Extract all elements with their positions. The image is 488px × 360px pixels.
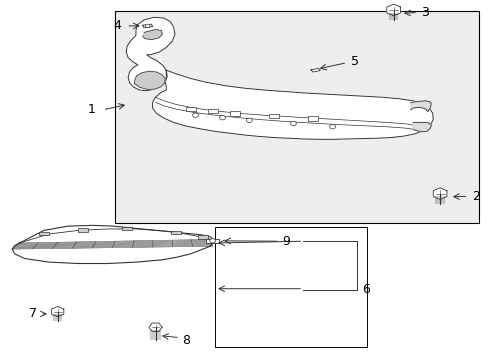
Text: 6: 6 — [361, 283, 369, 296]
Bar — [307, 116, 317, 121]
Circle shape — [209, 239, 215, 243]
Bar — [39, 232, 49, 235]
Bar — [215, 227, 366, 347]
Polygon shape — [412, 122, 430, 132]
Circle shape — [246, 118, 252, 122]
Polygon shape — [134, 71, 165, 89]
Polygon shape — [386, 4, 400, 16]
Bar — [207, 109, 217, 113]
Bar — [198, 235, 207, 239]
Polygon shape — [52, 306, 63, 317]
Circle shape — [192, 113, 198, 117]
Polygon shape — [126, 17, 432, 139]
Text: 2: 2 — [471, 190, 479, 203]
Circle shape — [145, 24, 150, 28]
Polygon shape — [142, 30, 162, 40]
Bar — [115, 11, 478, 223]
Circle shape — [329, 125, 335, 129]
Polygon shape — [142, 24, 152, 28]
Text: 4: 4 — [113, 19, 121, 32]
Circle shape — [290, 121, 296, 126]
Polygon shape — [148, 323, 162, 332]
Circle shape — [219, 116, 225, 120]
Bar — [229, 111, 239, 116]
Bar — [122, 227, 132, 230]
Bar — [185, 107, 195, 111]
Bar — [171, 231, 181, 234]
Text: 9: 9 — [282, 235, 290, 248]
Text: 8: 8 — [182, 334, 189, 347]
Polygon shape — [12, 225, 212, 264]
Text: 3: 3 — [421, 6, 428, 19]
Text: 7: 7 — [29, 307, 37, 320]
Bar — [78, 228, 88, 232]
Bar — [206, 239, 219, 243]
Text: 1: 1 — [87, 103, 95, 116]
Polygon shape — [432, 188, 446, 199]
Polygon shape — [410, 101, 430, 112]
Text: 5: 5 — [350, 55, 358, 68]
Bar — [268, 114, 278, 118]
Polygon shape — [310, 68, 320, 72]
